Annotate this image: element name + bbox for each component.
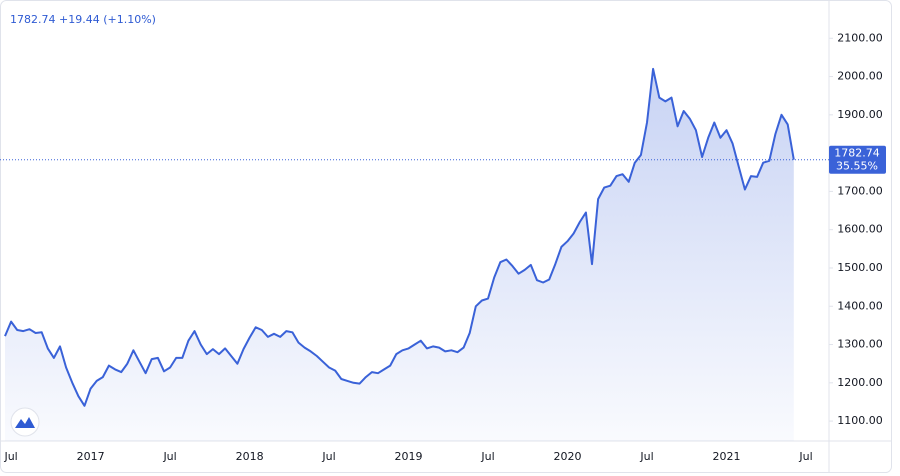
y-tick-label: 1600.00 bbox=[837, 223, 883, 236]
x-tick-label: 2020 bbox=[554, 450, 582, 463]
y-tick-label: 1500.00 bbox=[837, 261, 883, 274]
y-tick-label: 1300.00 bbox=[837, 338, 883, 351]
logo bbox=[10, 407, 40, 437]
y-tick-label: 2000.00 bbox=[837, 70, 883, 83]
y-tick-label: 1400.00 bbox=[837, 299, 883, 312]
y-tick-label: 1700.00 bbox=[837, 184, 883, 197]
y-tick-label: 1100.00 bbox=[837, 414, 883, 427]
x-tick-label: Jul bbox=[480, 450, 494, 463]
last-price-tag bbox=[829, 145, 886, 174]
y-tick-label: 2100.00 bbox=[837, 31, 883, 44]
x-tick-label: Jul bbox=[3, 450, 17, 463]
y-tick-label: 1200.00 bbox=[837, 376, 883, 389]
header-legend: 1782.74 +19.44 (+1.10%) bbox=[10, 13, 156, 26]
x-tick-label: 2019 bbox=[395, 450, 423, 463]
y-tick-label: 1900.00 bbox=[837, 108, 883, 121]
last-change-label: 35.55% bbox=[836, 160, 878, 173]
x-tick-label: Jul bbox=[321, 450, 335, 463]
x-tick-label: Jul bbox=[798, 450, 812, 463]
x-tick-label: Jul bbox=[162, 450, 176, 463]
x-tick-label: Jul bbox=[639, 450, 653, 463]
x-tick-label: 2021 bbox=[713, 450, 741, 463]
price-line bbox=[4, 67, 795, 407]
x-tick-label: 2017 bbox=[77, 450, 105, 463]
x-tick-label: 2018 bbox=[236, 450, 264, 463]
last-price-label: 1782.74 bbox=[834, 147, 880, 160]
